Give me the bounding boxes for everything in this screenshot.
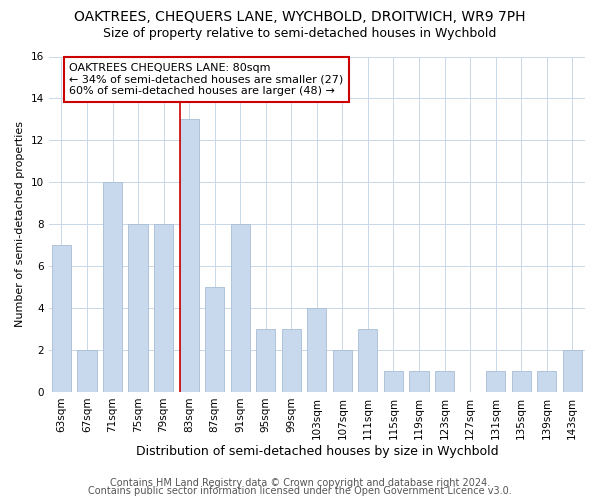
Text: OAKTREES CHEQUERS LANE: 80sqm
← 34% of semi-detached houses are smaller (27)
60%: OAKTREES CHEQUERS LANE: 80sqm ← 34% of s… <box>69 63 343 96</box>
Text: Contains HM Land Registry data © Crown copyright and database right 2024.: Contains HM Land Registry data © Crown c… <box>110 478 490 488</box>
Bar <box>128 224 148 392</box>
Bar <box>537 371 556 392</box>
Bar <box>512 371 531 392</box>
Bar <box>154 224 173 392</box>
Y-axis label: Number of semi-detached properties: Number of semi-detached properties <box>15 121 25 327</box>
Bar <box>358 329 377 392</box>
Bar <box>230 224 250 392</box>
Bar <box>409 371 428 392</box>
Bar <box>205 287 224 392</box>
Bar <box>256 329 275 392</box>
Bar <box>52 245 71 392</box>
Text: OAKTREES, CHEQUERS LANE, WYCHBOLD, DROITWICH, WR9 7PH: OAKTREES, CHEQUERS LANE, WYCHBOLD, DROIT… <box>74 10 526 24</box>
Bar <box>435 371 454 392</box>
Bar <box>179 120 199 392</box>
Text: Contains public sector information licensed under the Open Government Licence v3: Contains public sector information licen… <box>88 486 512 496</box>
Bar <box>333 350 352 392</box>
Bar <box>103 182 122 392</box>
Text: Size of property relative to semi-detached houses in Wychbold: Size of property relative to semi-detach… <box>103 28 497 40</box>
Bar <box>384 371 403 392</box>
Bar <box>77 350 97 392</box>
X-axis label: Distribution of semi-detached houses by size in Wychbold: Distribution of semi-detached houses by … <box>136 444 498 458</box>
Bar <box>563 350 582 392</box>
Bar <box>307 308 326 392</box>
Bar <box>486 371 505 392</box>
Bar <box>282 329 301 392</box>
